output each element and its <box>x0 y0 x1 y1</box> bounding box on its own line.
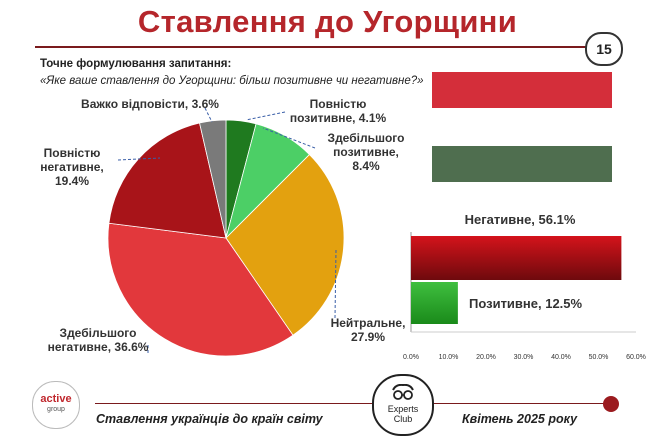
bar <box>411 282 458 324</box>
legend-swatch-green <box>432 146 612 182</box>
question-text: «Яке ваше ставлення до Угорщини: більш п… <box>40 75 424 87</box>
pie-leader-line <box>204 107 213 123</box>
bar-tick-label: 50.0% <box>589 354 609 361</box>
bar-tick-label: 60.0% <box>626 354 646 361</box>
legend-swatch-red <box>432 72 612 108</box>
experts-logo-text: Experts <box>387 404 419 414</box>
experts-face-icon <box>392 384 414 400</box>
pie-label: Повністю негативне, 19.4% <box>40 146 103 188</box>
bar-tick-label: 30.0% <box>514 354 534 361</box>
bar-tick-label: 10.0% <box>439 354 459 361</box>
experts-club-logo: Experts Club <box>372 374 434 436</box>
pie-slice <box>225 153 345 336</box>
pie-label: Здебільшого негативне, 36.6% <box>48 326 149 354</box>
pie-leader-line <box>117 157 161 161</box>
pie-slice <box>199 119 227 239</box>
page-title: Ставлення до Угорщини <box>137 4 518 39</box>
active-logo-subtext: group <box>47 406 65 413</box>
bar-tick-label: 0.0% <box>403 354 419 361</box>
bar-data-label: Негативне, 56.1% <box>465 212 576 227</box>
pie-leader-line <box>334 249 337 319</box>
pie-slice <box>107 222 294 357</box>
active-logo-text: active <box>40 393 72 405</box>
page-number-badge: 15 <box>585 32 623 66</box>
footer-date: Квітень 2025 року <box>462 412 578 426</box>
question-label: Точне формулювання запитання: <box>40 58 232 70</box>
bar-tick-label: 20.0% <box>476 354 496 361</box>
footer-divider <box>95 403 615 404</box>
pie-leader-line <box>262 127 316 149</box>
bar-tick-label: 40.0% <box>551 354 571 361</box>
pie-label: Важко відповісти, 3.6% <box>81 97 219 111</box>
bar <box>411 236 622 280</box>
club-logo-text: Club <box>393 414 413 424</box>
footer-survey-title: Ставлення українців до країн світу <box>96 412 323 426</box>
pie-label: Нейтральне, 27.9% <box>331 316 406 344</box>
footer-dot <box>603 396 619 412</box>
pie-label: Здебільшого позитивне, 8.4% <box>328 131 405 173</box>
pie-leader-line <box>245 111 286 121</box>
pie-label: Повністю позитивне, 4.1% <box>290 97 387 125</box>
active-group-logo: active group <box>32 381 80 429</box>
bar-data-label: Позитивне, 12.5% <box>469 296 583 311</box>
title-divider <box>35 46 595 48</box>
